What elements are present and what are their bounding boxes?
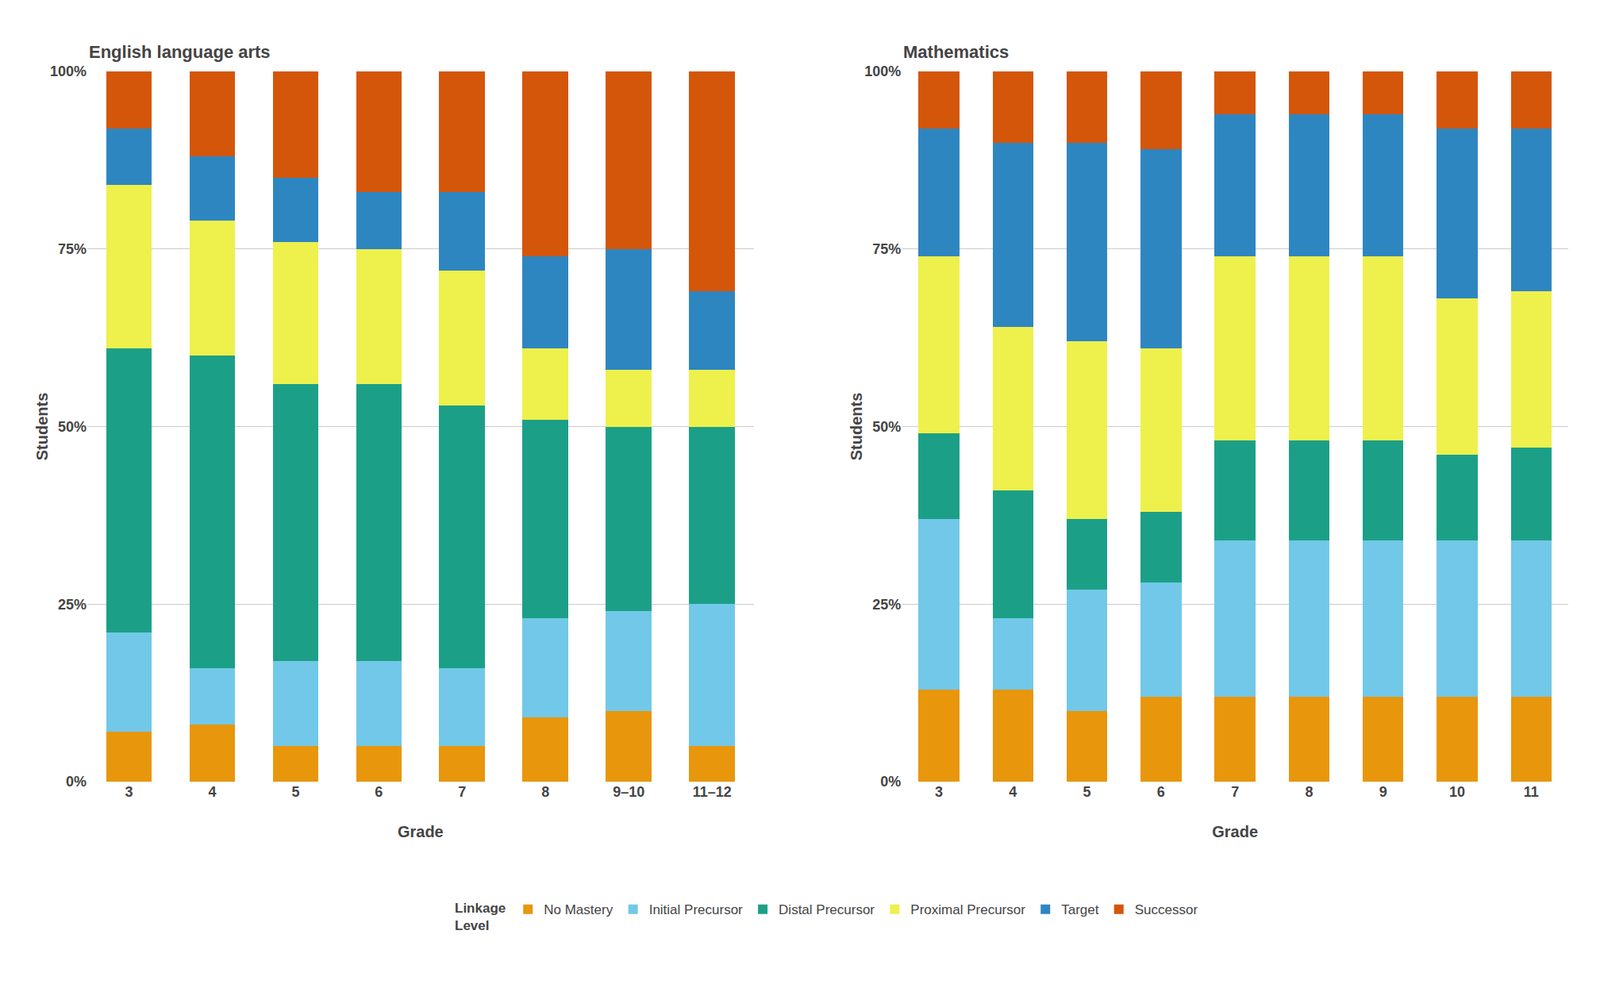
svg-text:100%: 100% — [50, 63, 87, 80]
svg-text:Grade: Grade — [1211, 823, 1258, 841]
svg-text:25%: 25% — [872, 596, 901, 613]
svg-text:5: 5 — [291, 784, 300, 800]
svg-text:9: 9 — [1379, 784, 1388, 800]
svg-text:Distal Precursor: Distal Precursor — [778, 902, 875, 918]
svg-text:LinkageLevel: LinkageLevel — [454, 900, 506, 934]
svg-text:75%: 75% — [57, 241, 87, 258]
svg-text:25%: 25% — [57, 596, 87, 613]
svg-text:7: 7 — [457, 784, 466, 800]
svg-text:Grade: Grade — [397, 823, 444, 841]
svg-text:4: 4 — [1008, 784, 1017, 800]
svg-text:Mathematics: Mathematics — [903, 42, 1009, 62]
svg-text:75%: 75% — [872, 241, 901, 258]
svg-text:6: 6 — [1157, 784, 1166, 800]
svg-text:50%: 50% — [872, 419, 901, 435]
svg-text:Proximal Precursor: Proximal Precursor — [910, 902, 1026, 918]
svg-text:8: 8 — [1304, 784, 1313, 800]
svg-text:7: 7 — [1230, 784, 1239, 800]
svg-text:11: 11 — [1523, 784, 1539, 800]
svg-text:0%: 0% — [65, 773, 87, 790]
svg-text:Students: Students — [847, 392, 866, 462]
svg-text:Initial Precursor: Initial Precursor — [649, 902, 743, 918]
svg-text:3: 3 — [934, 784, 943, 800]
svg-text:Students: Students — [33, 392, 51, 462]
svg-text:50%: 50% — [57, 419, 87, 435]
svg-text:English language arts: English language arts — [88, 42, 271, 62]
svg-text:100%: 100% — [864, 63, 901, 80]
svg-text:8: 8 — [541, 784, 550, 800]
svg-text:4: 4 — [207, 784, 216, 800]
svg-text:6: 6 — [374, 784, 383, 800]
svg-text:9–10: 9–10 — [612, 784, 645, 800]
svg-text:11–12: 11–12 — [692, 784, 732, 800]
svg-text:Successor: Successor — [1134, 902, 1199, 918]
svg-text:Target: Target — [1061, 902, 1100, 918]
svg-text:3: 3 — [124, 784, 133, 800]
svg-text:0%: 0% — [880, 773, 901, 790]
svg-text:10: 10 — [1449, 784, 1466, 800]
svg-text:5: 5 — [1083, 784, 1092, 800]
svg-text:No Mastery: No Mastery — [543, 902, 613, 918]
